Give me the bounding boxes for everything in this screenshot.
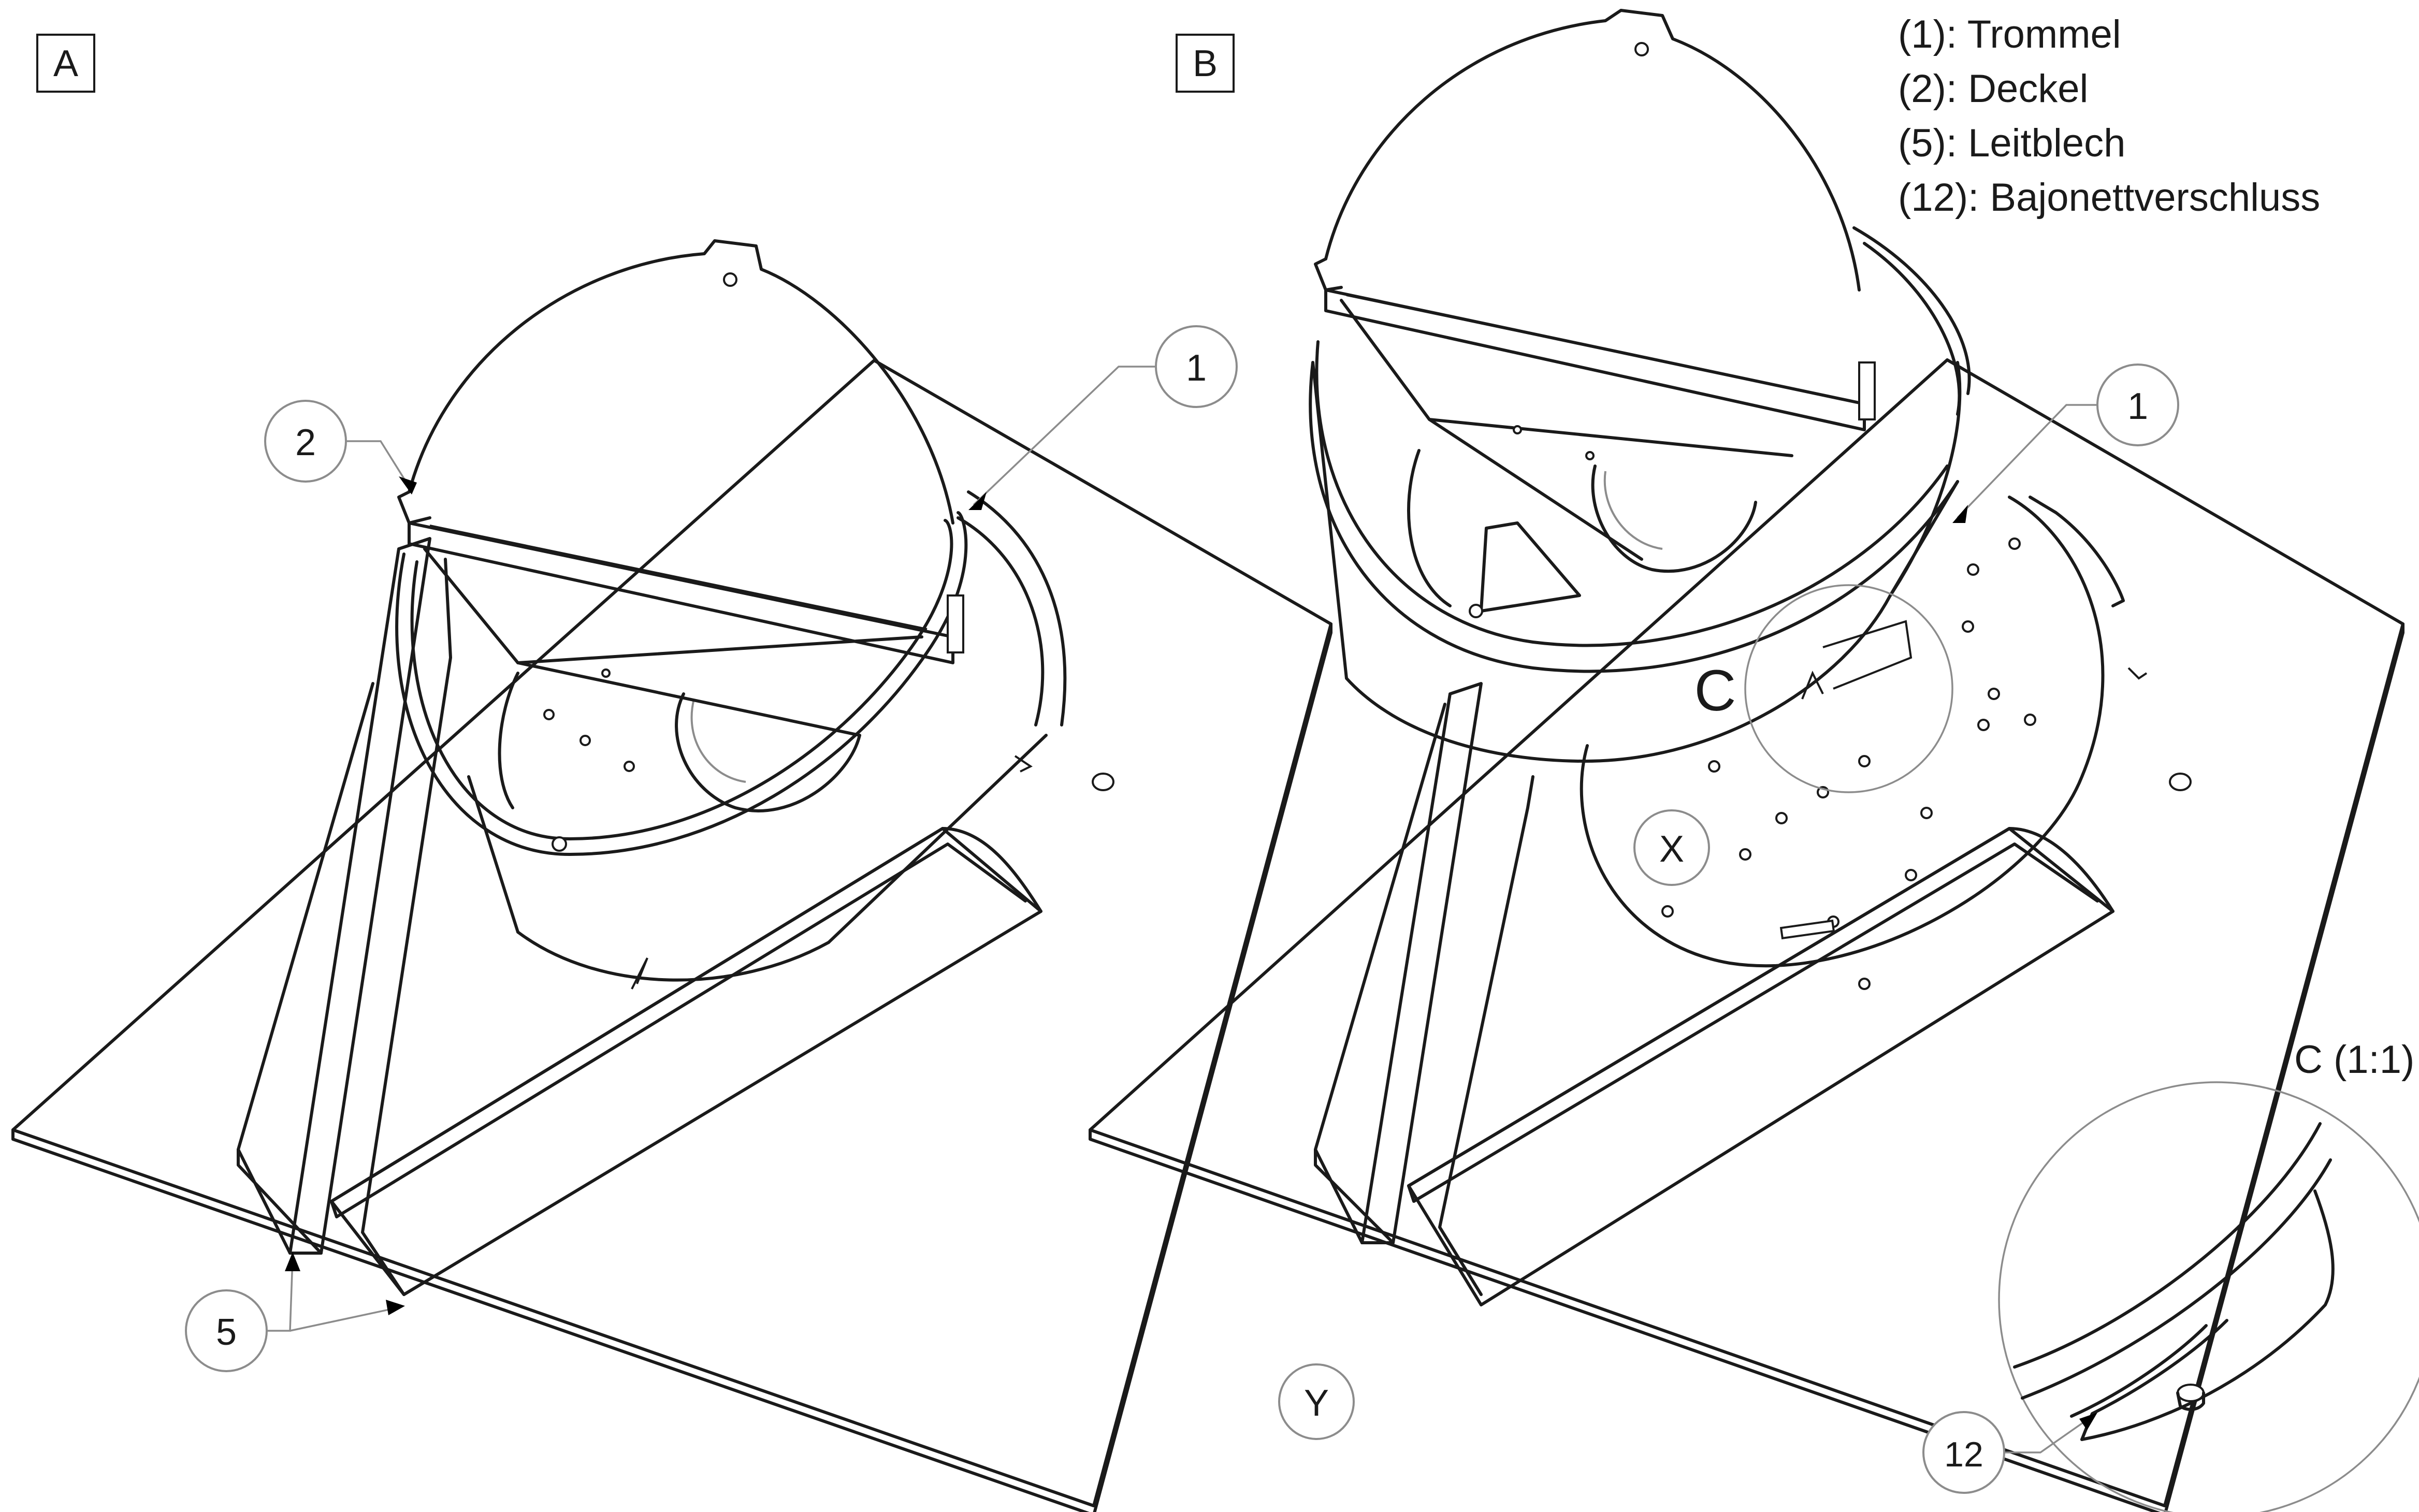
view-b-drum <box>1309 226 1971 763</box>
view-a-drum <box>467 490 1067 990</box>
balloon-a-lid-label: 2 <box>295 422 316 463</box>
view-b-label: B <box>1193 43 1218 84</box>
detail-view-c <box>1998 1081 2419 1512</box>
view-a-lid <box>397 239 964 664</box>
legend-item-deckel: (2): Deckel <box>1898 67 2088 111</box>
view-a-base-plate <box>11 359 1332 1512</box>
balloon-a-baffle: 5 <box>185 1252 405 1372</box>
view-a <box>11 239 1332 1512</box>
view-b-drum-interior <box>1340 299 1793 618</box>
balloon-a-drum-label: 1 <box>1186 347 1207 389</box>
view-b-plate-features <box>2169 773 2192 791</box>
legend-item-bajonettverschluss: (12): Bajonettverschluss <box>1898 176 2320 220</box>
balloon-a-drum: 1 <box>968 325 1238 510</box>
view-a-baffles <box>237 537 1042 1296</box>
balloon-bayonet: 12 <box>1922 1411 2097 1494</box>
balloon-b-drum: 1 <box>1952 364 2179 523</box>
view-b-label-box: B <box>1176 34 1235 93</box>
view-a-plate-features <box>1014 755 1114 791</box>
detail-c-marker: C <box>1694 658 1736 723</box>
marker-y: Y <box>1278 1363 1355 1440</box>
balloon-a-baffle-label: 5 <box>216 1312 237 1353</box>
view-a-label-box: A <box>36 34 95 93</box>
view-b-baffles <box>1314 682 2114 1306</box>
marker-y-label: Y <box>1304 1383 1329 1424</box>
marker-x: X <box>1633 809 1710 886</box>
legend: (1): Trommel (2): Deckel (5): Leitblech … <box>1898 12 2320 220</box>
view-b-base-plate <box>1089 358 2404 1512</box>
detail-c-circle <box>1744 584 1953 793</box>
detail-view-title: C (1:1) <box>2294 1038 2414 1082</box>
balloon-a-lid: 2 <box>264 400 417 495</box>
view-b-bottom-plate <box>1580 496 2148 990</box>
view-b <box>1089 9 2404 1512</box>
balloon-b-drum-label: 1 <box>2127 386 2148 427</box>
marker-x-label: X <box>1659 828 1684 870</box>
legend-item-trommel: (1): Trommel <box>1898 12 2121 56</box>
legend-item-leitblech: (5): Leitblech <box>1898 121 2125 165</box>
balloon-bayonet-label: 12 <box>1944 1435 1983 1474</box>
view-a-label: A <box>53 43 78 84</box>
view-b-lid <box>1314 9 1876 431</box>
view-a-drum-rim <box>395 511 968 856</box>
